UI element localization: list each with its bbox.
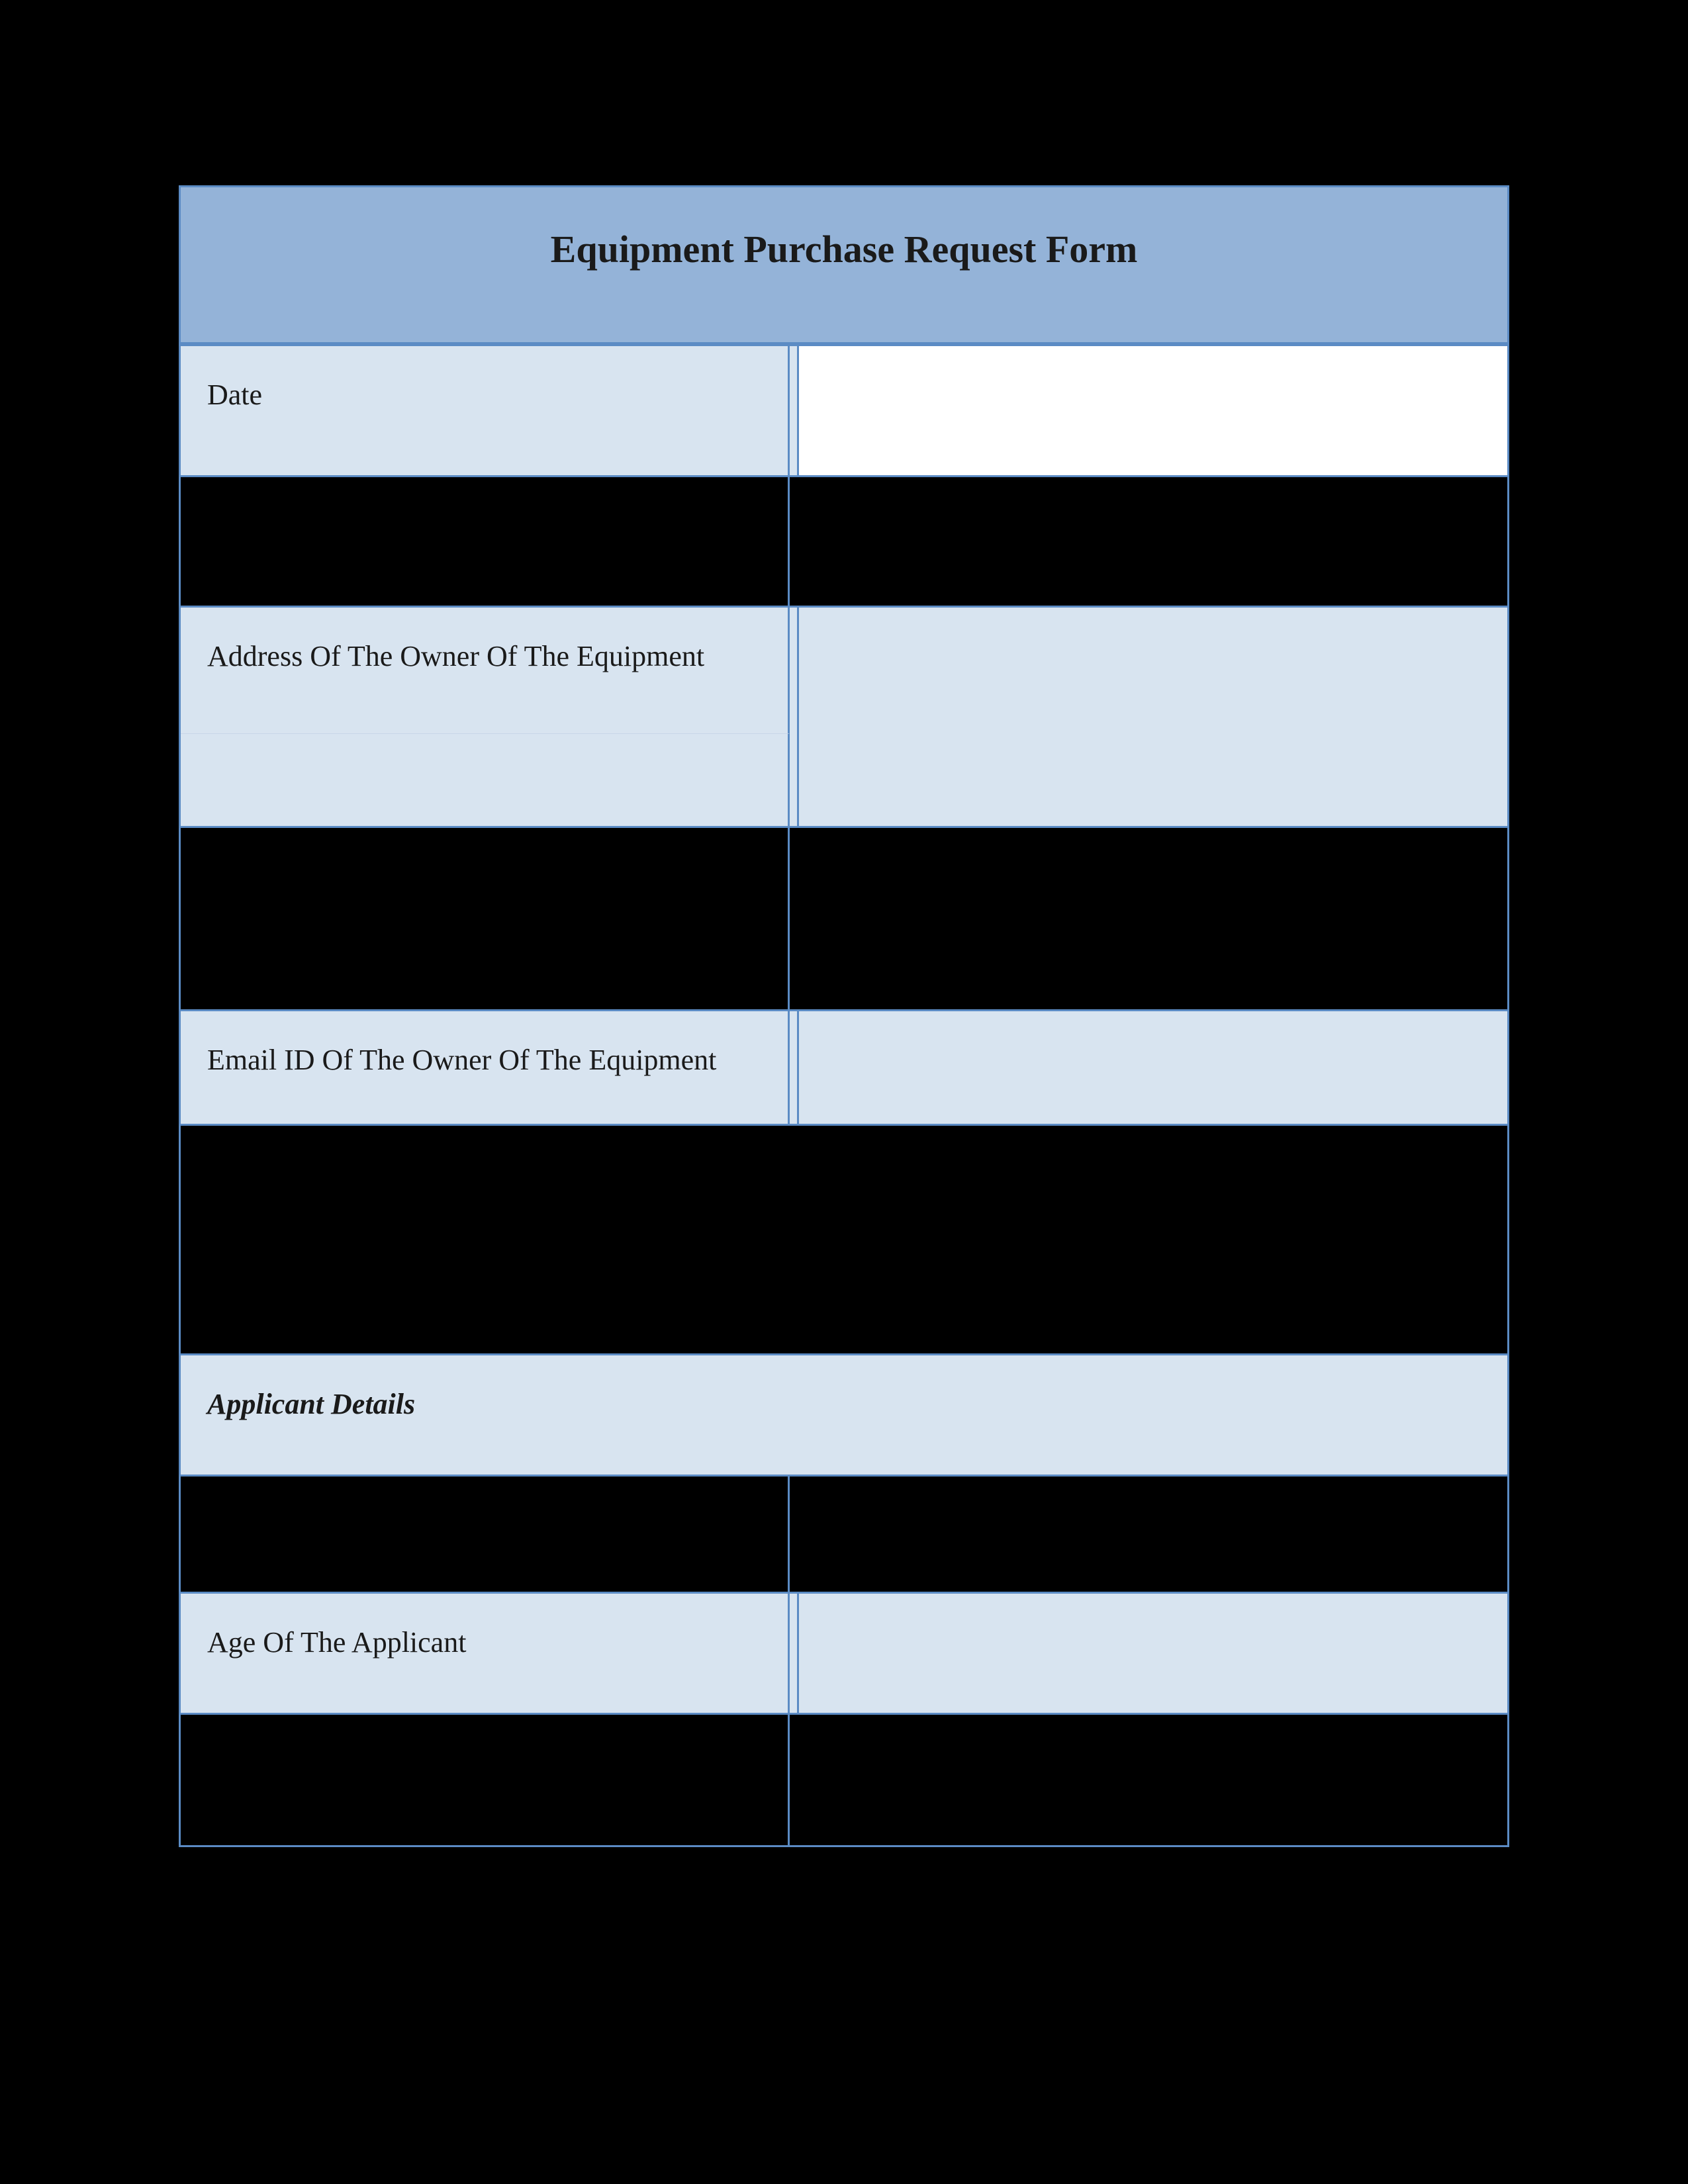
label-date: Date (181, 346, 790, 475)
label-black-1 (181, 477, 790, 606)
row-black-5 (181, 1713, 1507, 1845)
label-email: Email ID Of The Owner Of The Equipment (181, 1011, 790, 1124)
divider (790, 1594, 799, 1713)
divider (790, 608, 799, 826)
value-black-1 (790, 477, 1507, 606)
row-email: Email ID Of The Owner Of The Equipment (181, 1011, 1507, 1124)
row-black-1 (181, 475, 1507, 608)
value-black-2 (790, 828, 1507, 1009)
row-black-3 (181, 1124, 1507, 1355)
divider (790, 1011, 799, 1124)
label-age: Age Of The Applicant (181, 1594, 790, 1713)
value-age[interactable] (799, 1594, 1507, 1713)
black-full (181, 1126, 1507, 1353)
equipment-purchase-request-form: Equipment Purchase Request Form Date Add… (179, 185, 1509, 1847)
value-address[interactable] (799, 608, 1507, 826)
label-address: Address Of The Owner Of The Equipment (181, 608, 790, 734)
form-header: Equipment Purchase Request Form (181, 187, 1507, 346)
form-title: Equipment Purchase Request Form (551, 227, 1138, 271)
row-age: Age Of The Applicant (181, 1594, 1507, 1713)
label-address-extra (181, 734, 790, 826)
label-black-5 (181, 1715, 790, 1845)
label-black-2 (181, 828, 790, 1009)
row-black-4 (181, 1475, 1507, 1594)
row-black-2 (181, 826, 1507, 1011)
value-email[interactable] (799, 1011, 1507, 1124)
value-black-4 (790, 1477, 1507, 1592)
row-address: Address Of The Owner Of The Equipment (181, 608, 1507, 826)
label-black-4 (181, 1477, 790, 1592)
value-date[interactable] (799, 346, 1507, 475)
divider (790, 346, 799, 475)
row-date: Date (181, 346, 1507, 475)
section-applicant-details: Applicant Details (181, 1355, 1507, 1475)
value-black-5 (790, 1715, 1507, 1845)
